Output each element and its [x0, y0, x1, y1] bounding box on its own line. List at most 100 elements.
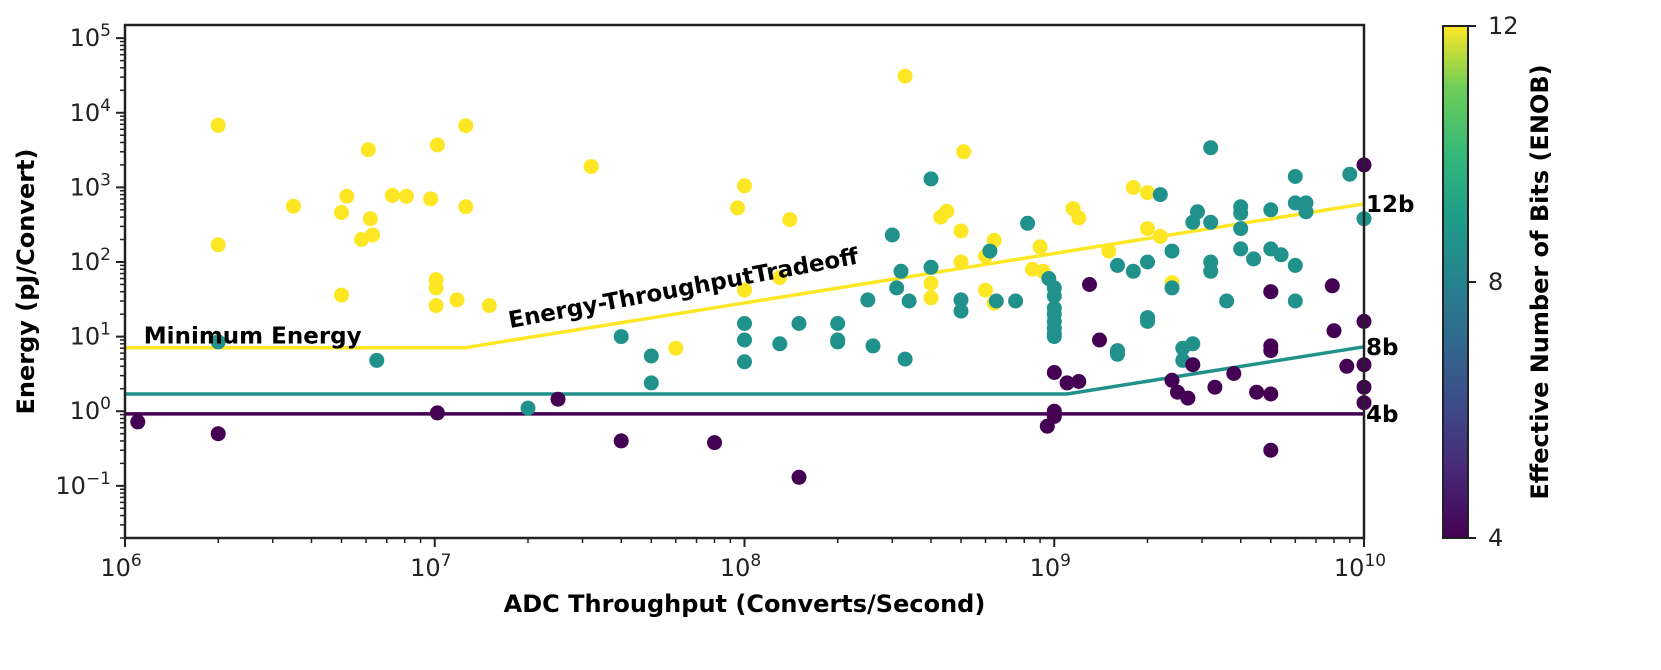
data-point-enob-4 — [1263, 284, 1279, 300]
data-point-enob-12 — [1140, 185, 1155, 201]
data-point-enob-8 — [865, 338, 881, 354]
data-point-enob-8 — [1287, 169, 1303, 184]
data-point-enob-4 — [550, 391, 566, 407]
data-point-enob-4 — [1263, 442, 1279, 458]
data-point-enob-4 — [1046, 409, 1062, 424]
data-point-enob-8 — [210, 334, 226, 350]
data-point-enob-8 — [1273, 247, 1289, 263]
data-point-enob-4 — [1059, 375, 1075, 391]
axes: 106 107 108 109 1010 10−1 100 101 102 103 104 105 — [55, 21, 1386, 582]
data-point-enob-4 — [1324, 278, 1340, 294]
data-point-enob-8 — [1287, 257, 1303, 273]
line-label-4b: 4b — [1366, 402, 1398, 428]
data-point-enob-12 — [286, 198, 301, 214]
data-point-enob-12 — [428, 298, 444, 314]
data-point-enob-4 — [1207, 379, 1223, 395]
data-point-enob-8 — [1164, 280, 1180, 296]
data-point-enob-8 — [1110, 346, 1125, 362]
y-tick-label: 10−1 — [55, 469, 111, 500]
data-point-enob-4 — [1046, 365, 1062, 380]
data-point-enob-12 — [978, 282, 993, 298]
data-point-enob-4 — [1092, 332, 1107, 348]
plot-area — [125, 25, 1364, 538]
data-point-enob-8 — [1233, 205, 1249, 221]
data-point-enob-8 — [791, 316, 807, 331]
data-point-enob-8 — [988, 293, 1004, 309]
data-point-enob-8 — [643, 375, 659, 391]
data-point-enob-4 — [1180, 390, 1196, 406]
data-point-enob-12 — [210, 117, 226, 133]
y-tick-label: 101 — [70, 320, 111, 351]
data-point-enob-8 — [1287, 293, 1303, 309]
data-point-enob-4 — [1226, 366, 1242, 381]
data-point-enob-12 — [334, 287, 349, 303]
data-point-enob-8 — [643, 348, 659, 364]
x-tick-label: 106 — [100, 551, 141, 582]
data-point-enob-8 — [1140, 313, 1155, 329]
data-point-enob-12 — [939, 203, 955, 219]
data-point-enob-8 — [1246, 251, 1262, 267]
data-point-enob-8 — [830, 316, 846, 331]
data-point-enob-12 — [1032, 239, 1048, 255]
trend-line-12b — [125, 202, 1365, 350]
data-point-enob-12 — [1152, 228, 1168, 244]
data-point-enob-8 — [1203, 263, 1219, 279]
colorbar-tick-label: 8 — [1488, 268, 1503, 296]
data-point-enob-12 — [730, 200, 746, 216]
data-point-enob-8 — [884, 227, 900, 243]
y-tick-label: 105 — [70, 21, 111, 52]
data-point-enob-8 — [923, 259, 939, 275]
colorbar: 4 8 12 — [1442, 12, 1519, 552]
data-point-enob-8 — [1287, 195, 1303, 211]
data-point-enob-12 — [772, 270, 788, 285]
line-label-12b: 12b — [1366, 192, 1414, 218]
data-point-enob-8 — [953, 303, 969, 319]
y-tick-label: 102 — [70, 245, 111, 276]
data-point-enob-8 — [1203, 140, 1219, 156]
data-point-enob-12 — [923, 275, 939, 291]
y-axis-label: Energy (pJ/Convert) — [12, 148, 40, 414]
data-point-enob-12 — [458, 118, 474, 134]
data-point-enob-8 — [737, 332, 752, 348]
data-point-enob-8 — [1020, 215, 1036, 231]
x-axis-label: ADC Throughput (Converts/Second) — [504, 590, 986, 618]
data-point-enob-8 — [1152, 187, 1168, 203]
data-point-enob-12 — [737, 178, 752, 194]
data-point-enob-8 — [860, 292, 876, 308]
colorbar-tick-label: 12 — [1488, 12, 1519, 40]
data-point-enob-8 — [1110, 257, 1125, 273]
data-point-enob-4 — [1326, 323, 1342, 339]
x-tick-label: 1010 — [1334, 551, 1386, 582]
data-point-enob-12 — [210, 237, 226, 253]
colorbar-gradient — [1442, 25, 1469, 539]
data-point-enob-12 — [360, 142, 376, 158]
colorbar-label: Effective Number of Bits (ENOB) — [1526, 64, 1554, 499]
trend-line-8b — [125, 345, 1365, 396]
data-point-enob-8 — [953, 292, 969, 308]
data-point-enob-4 — [1082, 277, 1097, 292]
plot-background — [125, 25, 1364, 538]
data-point-enob-12 — [1125, 179, 1141, 195]
scatter-points — [130, 68, 1372, 485]
data-point-enob-4 — [1263, 386, 1279, 402]
data-point-enob-12 — [782, 212, 798, 228]
data-point-enob-12 — [956, 144, 972, 160]
data-point-enob-8 — [1233, 241, 1249, 257]
x-tick-label: 108 — [720, 551, 761, 582]
data-point-enob-8 — [897, 351, 913, 367]
data-point-enob-12 — [423, 191, 439, 207]
data-point-enob-8 — [1185, 336, 1201, 352]
data-point-enob-8 — [1008, 293, 1024, 309]
data-point-enob-8 — [613, 329, 629, 345]
x-tick-label: 107 — [410, 551, 451, 582]
data-point-enob-8 — [1219, 293, 1235, 309]
data-point-enob-8 — [889, 280, 905, 296]
data-point-enob-12 — [923, 290, 939, 306]
data-point-enob-8 — [1342, 166, 1358, 182]
data-point-enob-8 — [1203, 214, 1219, 230]
data-point-enob-4 — [1185, 357, 1201, 373]
data-point-enob-8 — [1046, 288, 1062, 304]
line-label-8b: 8b — [1366, 335, 1398, 361]
data-point-enob-8 — [520, 400, 536, 416]
